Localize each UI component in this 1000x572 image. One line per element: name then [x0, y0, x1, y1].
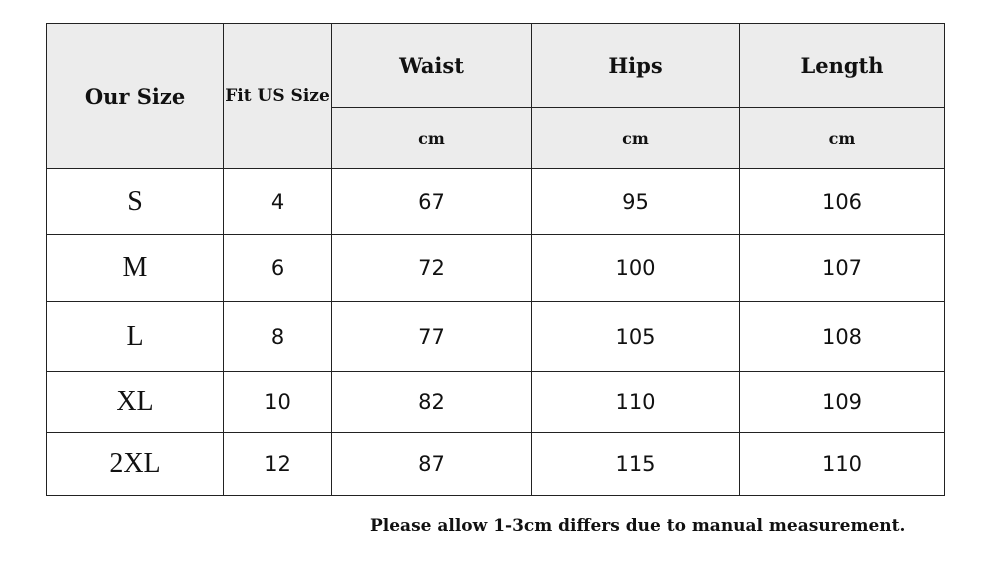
- size-cell: M: [46, 234, 224, 302]
- length-cell: 107: [739, 234, 945, 302]
- waist-cell: 87: [331, 432, 532, 496]
- table-row: 2XL 12 87 115 110: [46, 432, 945, 496]
- hips-cell: 95: [531, 168, 740, 235]
- header-our-size: Our Size: [46, 23, 224, 169]
- size-chart-table: Our Size Fit US Size Waist Hips Length c…: [46, 23, 945, 496]
- table-row: L 8 77 105 108: [46, 301, 945, 372]
- size-cell: 2XL: [46, 432, 224, 496]
- hips-cell: 105: [531, 301, 740, 372]
- hips-cell: 100: [531, 234, 740, 302]
- header-length: Length: [739, 23, 945, 108]
- unit-row: cm cm cm: [47, 107, 945, 169]
- length-cell: 110: [739, 432, 945, 496]
- measurement-note: Please allow 1-3cm differs due to manual…: [370, 516, 906, 536]
- table-row: S 4 67 95 106: [46, 168, 945, 235]
- header-hips: Hips: [531, 23, 740, 108]
- us-size-cell: 12: [223, 432, 332, 496]
- header-fit-us-size: Fit US Size: [223, 23, 332, 169]
- us-size-cell: 8: [223, 301, 332, 372]
- us-size-cell: 10: [223, 371, 332, 433]
- size-cell: XL: [46, 371, 224, 433]
- us-size-cell: 6: [223, 234, 332, 302]
- waist-cell: 77: [331, 301, 532, 372]
- hips-cell: 115: [531, 432, 740, 496]
- us-size-cell: 4: [223, 168, 332, 235]
- waist-cell: 67: [331, 168, 532, 235]
- table-row: XL 10 82 110 109: [46, 371, 945, 433]
- waist-cell: 82: [331, 371, 532, 433]
- length-cell: 106: [739, 168, 945, 235]
- unit-length: cm: [739, 107, 945, 169]
- size-cell: L: [46, 301, 224, 372]
- unit-hips: cm: [531, 107, 740, 169]
- waist-cell: 72: [331, 234, 532, 302]
- length-cell: 109: [739, 371, 945, 433]
- hips-cell: 110: [531, 371, 740, 433]
- header-row: Our Size Fit US Size Waist Hips Length: [46, 23, 945, 169]
- size-cell: S: [46, 168, 224, 235]
- table-row: M 6 72 100 107: [46, 234, 945, 302]
- header-waist: Waist: [331, 23, 532, 108]
- unit-waist: cm: [331, 107, 532, 169]
- length-cell: 108: [739, 301, 945, 372]
